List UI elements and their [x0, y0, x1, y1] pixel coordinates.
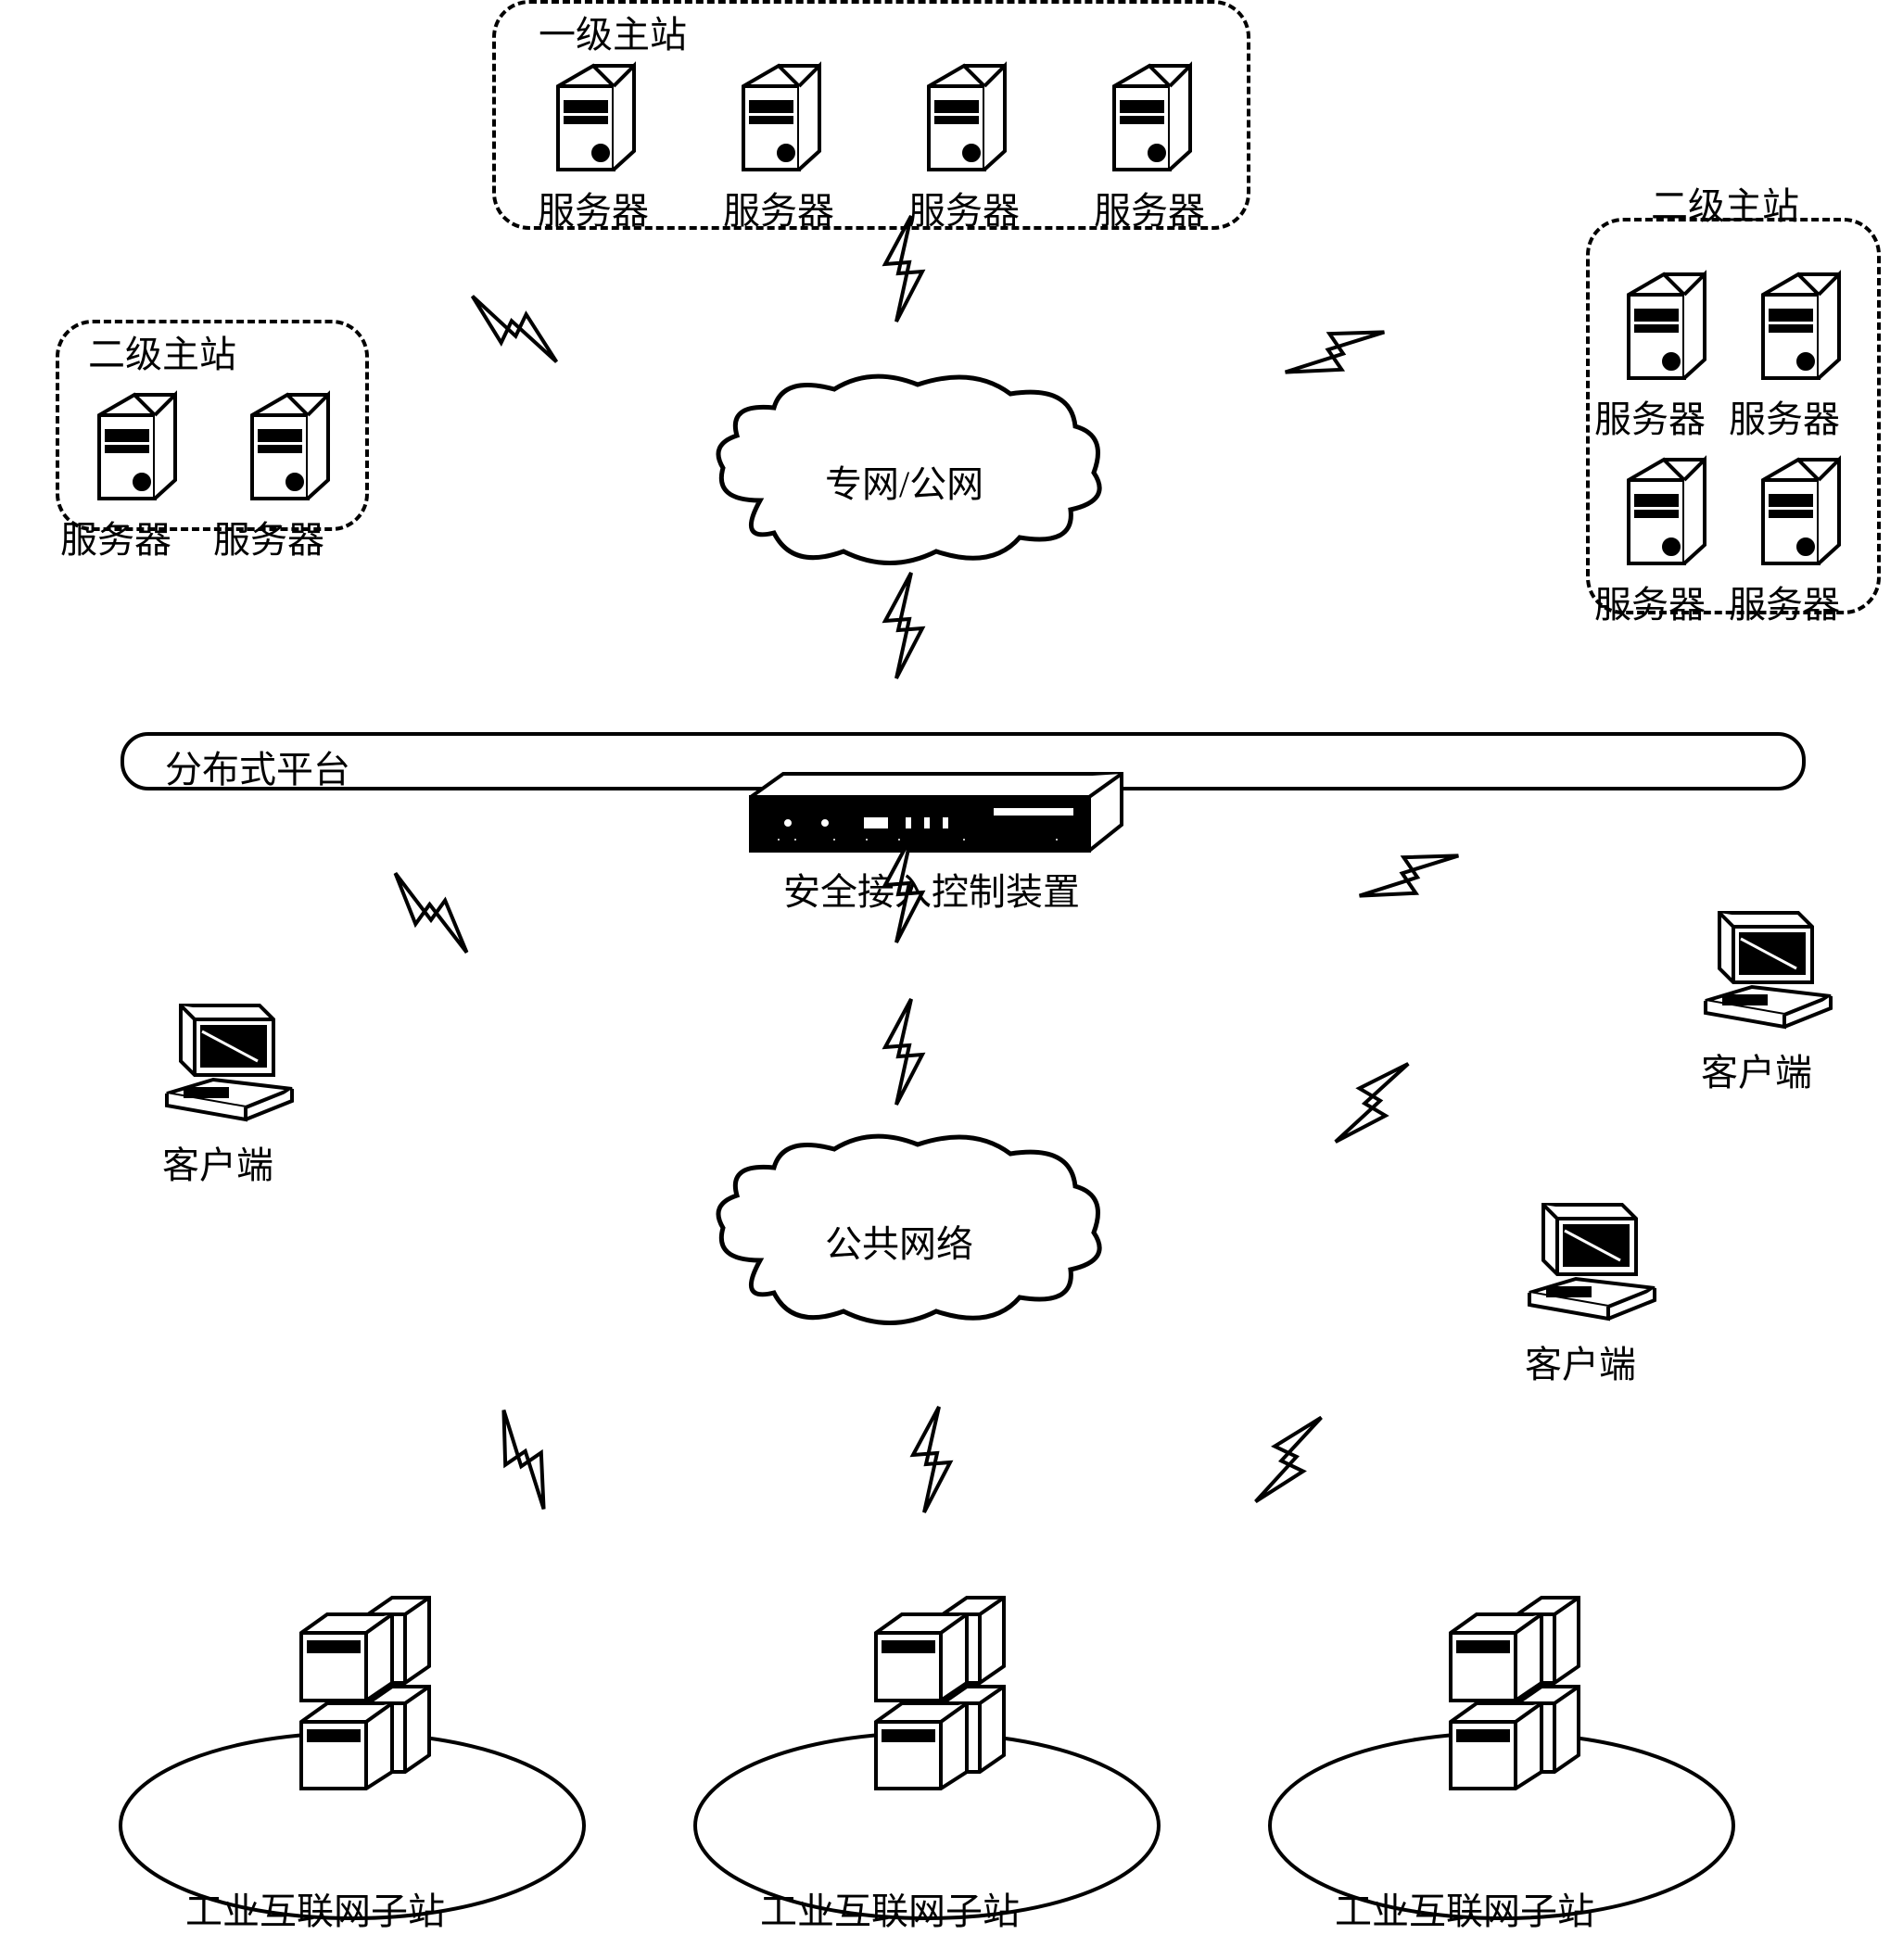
secondary-right-label: 二级主站 — [1651, 176, 1799, 230]
client-icon — [158, 996, 297, 1135]
lightning-icon — [1218, 1385, 1359, 1536]
client-icon — [1520, 1195, 1659, 1334]
server-label: 服务器 — [723, 181, 834, 234]
server-icon — [241, 389, 343, 510]
lightning-icon — [857, 829, 950, 950]
server-icon — [1618, 454, 1719, 575]
server-icon — [732, 60, 834, 181]
client-icon — [1696, 904, 1835, 1043]
client-label: 客户端 — [1525, 1334, 1636, 1388]
server-label: 服务器 — [1729, 389, 1840, 443]
server-icon — [1618, 269, 1719, 389]
substation-stack-icon — [867, 1594, 1010, 1793]
server-label: 服务器 — [1729, 575, 1840, 628]
lightning-icon — [1300, 1027, 1444, 1179]
substation-label: 工业互联网子站 — [1335, 1881, 1594, 1935]
server-icon — [547, 60, 649, 181]
lower-cloud-label: 公共网络 — [825, 1214, 973, 1268]
server-icon — [1752, 454, 1854, 575]
lightning-icon — [439, 259, 590, 399]
server-icon — [1752, 269, 1854, 389]
primary-station-label: 一级主站 — [539, 5, 687, 58]
lightning-icon — [857, 209, 950, 329]
server-label: 服务器 — [213, 510, 324, 563]
server-label: 服务器 — [1594, 575, 1706, 628]
server-icon — [918, 60, 1020, 181]
lightning-icon — [857, 992, 950, 1112]
lightning-icon — [1334, 805, 1485, 946]
upper-cloud-label: 专网/公网 — [825, 454, 983, 508]
substation-label: 工业互联网子站 — [760, 1881, 1020, 1935]
server-label: 服务器 — [538, 181, 649, 234]
server-label: 服务器 — [1094, 181, 1205, 234]
lightning-icon — [453, 1385, 594, 1536]
substation-stack-icon — [292, 1594, 436, 1793]
secondary-left-label: 二级主站 — [88, 324, 236, 378]
server-label: 服务器 — [60, 510, 171, 563]
substation-label: 工业互联网子站 — [185, 1881, 445, 1935]
lightning-icon — [355, 839, 507, 987]
lightning-icon — [1260, 282, 1411, 423]
client-label: 客户端 — [1701, 1043, 1812, 1096]
server-icon — [88, 389, 190, 510]
client-label: 客户端 — [162, 1135, 273, 1189]
lightning-icon — [885, 1399, 978, 1520]
lightning-icon — [857, 565, 950, 686]
substation-stack-icon — [1441, 1594, 1585, 1793]
distributed-platform-label: 分布式平台 — [165, 740, 350, 793]
server-label: 服务器 — [1594, 389, 1706, 443]
server-icon — [1103, 60, 1205, 181]
